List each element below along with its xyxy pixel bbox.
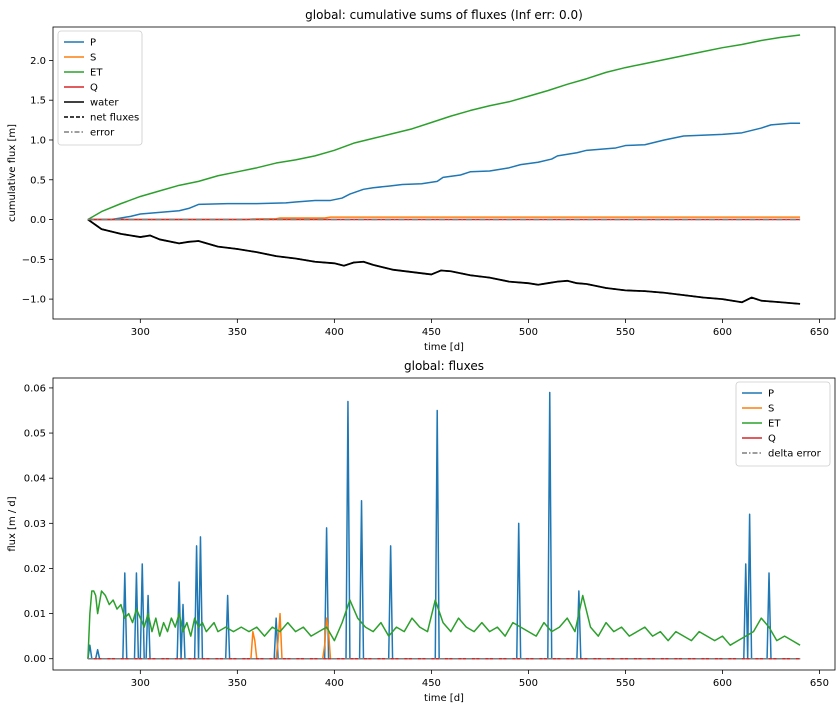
x-tick-label: 300 (131, 327, 150, 338)
y-tick-label: 0.5 (30, 175, 46, 186)
plot-area (87, 391, 801, 660)
legend-label-q: Q (768, 434, 776, 445)
x-axis-label: time [d] (424, 693, 464, 704)
x-tick-label: 550 (616, 678, 635, 689)
y-tick-label: 0.05 (24, 429, 46, 440)
axes-frame (52, 377, 836, 671)
legend-label-s: S (90, 53, 96, 64)
x-tick-label: 300 (131, 678, 150, 689)
series-line-et (87, 34, 801, 221)
y-tick-label: 0.06 (24, 383, 46, 394)
y-tick-label: 0.0 (30, 215, 46, 226)
y-axis-label: cumulative flux [m] (7, 124, 18, 222)
legend-label-error: error (90, 128, 115, 139)
y-axis-label: flux [m / d] (7, 496, 18, 551)
y-tick-label: 0.04 (24, 474, 46, 485)
x-tick-label: 550 (616, 327, 635, 338)
x-tick-label: 600 (713, 678, 732, 689)
x-tick-label: 350 (228, 678, 247, 689)
y-tick-label: 0.00 (24, 654, 46, 665)
fluxes-chart: global: fluxes 300 350 400 450 500 550 600 650 0.… (7, 359, 836, 704)
x-tick-label: 450 (422, 327, 441, 338)
legend-label-q: Q (90, 83, 98, 94)
legend-label-delta-error: delta error (768, 449, 822, 460)
y-tick-label: 0.03 (24, 519, 46, 530)
x-tick-label: 350 (228, 327, 247, 338)
series-line-water (87, 218, 801, 305)
series-line-net-fluxes (87, 218, 801, 305)
x-tick-label: 500 (519, 327, 538, 338)
x-tick-label: 400 (325, 678, 344, 689)
chart-title: global: fluxes (404, 359, 484, 373)
x-tick-label: 600 (713, 327, 732, 338)
x-tick-label: 650 (810, 327, 829, 338)
y-tick-label: 0.02 (24, 564, 46, 575)
y-tick-label: 1.5 (30, 96, 46, 107)
legend-label-s: S (768, 404, 774, 415)
series-line-p (87, 122, 801, 221)
y-tick-label: 0.01 (24, 609, 46, 620)
x-tick-label: 400 (325, 327, 344, 338)
plot-area (87, 34, 801, 305)
x-axis-label: time [d] (424, 342, 464, 353)
legend-label-p: P (768, 389, 774, 400)
x-tick-label: 650 (810, 678, 829, 689)
series-line-et (87, 590, 801, 659)
chart-title: global: cumulative sums of fluxes (Inf e… (305, 8, 583, 22)
x-tick-label: 500 (519, 678, 538, 689)
y-tick-label: 2.0 (30, 56, 46, 67)
y-tick-label: 1.0 (30, 135, 46, 146)
x-tick-label: 450 (422, 678, 441, 689)
cumulative-fluxes-chart: global: cumulative sums of fluxes (Inf e… (7, 8, 836, 353)
legend-label-p: P (90, 38, 96, 49)
y-tick-label: −0.5 (22, 255, 46, 266)
legend-label-water: water (90, 98, 119, 109)
legend-box (735, 381, 831, 467)
legend-label-et: ET (90, 68, 103, 79)
legend-label-et: ET (768, 419, 781, 430)
axes-frame (52, 26, 836, 320)
legend-label-net-fluxes: net fluxes (90, 113, 139, 124)
series-line-s (87, 612, 801, 660)
y-tick-label: −1.0 (22, 295, 46, 306)
